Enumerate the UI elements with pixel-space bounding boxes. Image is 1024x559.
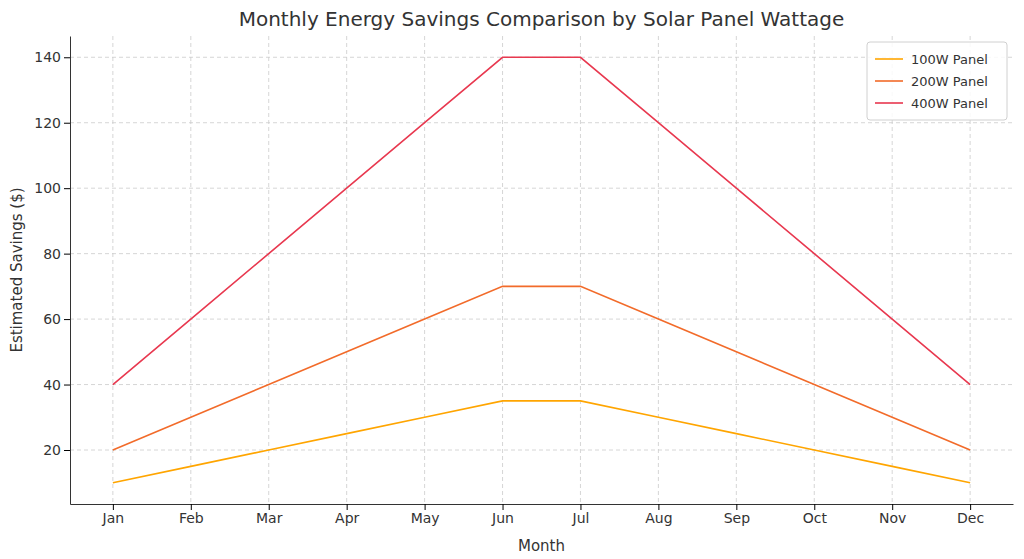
x-tick: Jun (491, 504, 514, 526)
title: Monthly Energy Savings Comparison by Sol… (239, 7, 845, 31)
x-tick: Jul (572, 504, 590, 526)
x-tick: Apr (335, 504, 359, 526)
grid-line (814, 36, 815, 504)
x-tick: Aug (645, 504, 672, 526)
legend-swatch (875, 58, 903, 60)
x-tick: Nov (879, 504, 906, 526)
x-tick: Feb (179, 504, 204, 526)
series-line (113, 401, 970, 483)
tick-mark (64, 188, 70, 189)
y-tick: 60 (43, 311, 70, 327)
y-tick: 120 (34, 115, 70, 131)
x-tick: May (411, 504, 440, 526)
grid-line (70, 188, 1013, 189)
legend: 100W Panel 200W Panel 400W Panel (867, 42, 1007, 120)
y-axis: 20 40 60 80 100 120 140 (34, 37, 70, 505)
legend-label: 200W Panel (911, 74, 988, 89)
series-line (113, 57, 970, 384)
tick-label: 60 (43, 311, 61, 327)
grid (70, 36, 1013, 504)
grid-line (190, 36, 191, 504)
y-axis-title: Estimated Savings ($) (8, 187, 26, 352)
grid-line (502, 36, 503, 504)
tick-label: Jun (491, 510, 514, 526)
tick-label: 140 (34, 49, 61, 65)
tick-label: Jul (572, 510, 590, 526)
tick-label: May (411, 510, 440, 526)
legend-swatch (875, 102, 903, 104)
x-tick: Sep (724, 504, 751, 526)
tick-label: 20 (43, 442, 61, 458)
tick-label: 100 (34, 180, 61, 196)
tick-label: Mar (256, 510, 283, 526)
tick-mark (64, 254, 70, 255)
y-tick: 20 (43, 442, 70, 458)
tick-mark (64, 57, 70, 58)
x-tick: Oct (803, 504, 828, 526)
grid-line (658, 36, 659, 504)
y-tick: 140 (34, 49, 70, 65)
legend-swatch (875, 80, 903, 82)
x-tick: Jan (102, 504, 125, 526)
grid-line (424, 36, 425, 504)
y-tick: 80 (43, 246, 70, 262)
chart: Jan Feb Mar Apr May Jun Jul Aug Sep Oct Nov Dec 20 40… (0, 0, 1024, 559)
tick-mark (64, 385, 70, 386)
tick-label: Dec (957, 510, 984, 526)
series-line (113, 286, 970, 450)
tick-mark (64, 123, 70, 124)
axis-line (71, 504, 1014, 505)
tick-label: 40 (43, 377, 61, 393)
tick-label: Apr (335, 510, 359, 526)
series-group (113, 57, 970, 482)
x-axis-title: Month (518, 537, 565, 555)
grid-line (112, 36, 113, 504)
tick-label: Jan (102, 510, 125, 526)
legend-label: 100W Panel (911, 52, 988, 67)
tick-label: Aug (645, 510, 672, 526)
grid-line (70, 122, 1013, 123)
legend-box (867, 42, 1007, 120)
tick-label: Nov (879, 510, 906, 526)
grid-line (580, 36, 581, 504)
grid-line (70, 319, 1013, 320)
tick-label: 120 (34, 115, 61, 131)
x-tick: Mar (256, 504, 283, 526)
tick-label: 80 (43, 246, 61, 262)
grid-line (70, 253, 1013, 254)
y-tick: 40 (43, 377, 70, 393)
y-tick: 100 (34, 180, 70, 196)
grid-line (268, 36, 269, 504)
grid-line (70, 384, 1013, 385)
x-axis: Jan Feb Mar Apr May Jun Jul Aug Sep Oct Nov Dec (71, 504, 1014, 526)
legend-label: 400W Panel (911, 96, 988, 111)
tick-mark (64, 319, 70, 320)
tick-label: Oct (803, 510, 828, 526)
tick-mark (64, 450, 70, 451)
axis-line (70, 37, 71, 505)
plot-area: Jan Feb Mar Apr May Jun Jul Aug Sep Oct Nov Dec 20 40… (34, 36, 1013, 526)
tick-label: Feb (179, 510, 204, 526)
x-tick: Dec (957, 504, 984, 526)
tick-label: Sep (724, 510, 751, 526)
grid-line (70, 450, 1013, 451)
